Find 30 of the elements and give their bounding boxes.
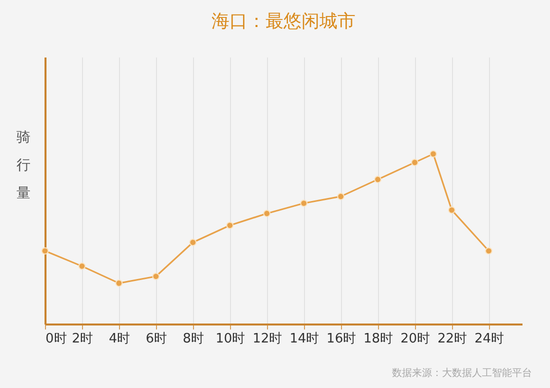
- source-note: 数据来源：大数据人工智能平台: [392, 366, 532, 380]
- point: [430, 150, 437, 158]
- point: [78, 262, 86, 270]
- x-tick-label: 12时: [252, 332, 282, 346]
- point: [226, 222, 234, 230]
- x-tick-label: 24时: [474, 332, 504, 346]
- x-tick-label: 20时: [400, 332, 430, 346]
- x-tick-label: 6时: [146, 332, 168, 346]
- chart-title: 海口：最悠闲城市: [212, 11, 356, 32]
- point: [41, 247, 49, 255]
- point: [411, 158, 418, 166]
- x-tick-label: 2时: [72, 332, 94, 346]
- x-tick-label: 22时: [437, 332, 468, 346]
- point: [485, 247, 492, 255]
- point: [374, 176, 382, 184]
- point: [115, 280, 123, 287]
- point: [448, 206, 456, 214]
- x-tick-label: 18时: [364, 332, 394, 346]
- point: [189, 238, 197, 246]
- point: [152, 272, 160, 280]
- x-tick-label: 14时: [290, 332, 320, 346]
- x-tick-label: 8时: [182, 332, 204, 346]
- point: [300, 200, 308, 207]
- y-axis-title: 骑行量: [16, 130, 30, 202]
- point: [337, 192, 344, 200]
- x-tick-label: 0时: [46, 332, 67, 346]
- point: [263, 210, 271, 218]
- x-tick-label: 4时: [108, 332, 130, 346]
- x-tick-label: 10时: [216, 332, 246, 346]
- x-tick-label: 16时: [326, 332, 356, 346]
